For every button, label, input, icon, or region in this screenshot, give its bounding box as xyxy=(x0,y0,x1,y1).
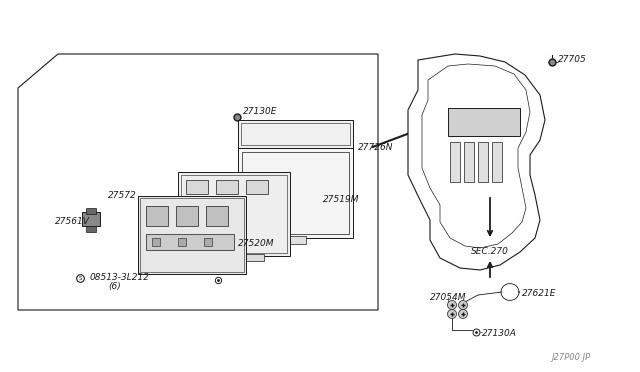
Bar xyxy=(178,238,186,246)
Bar xyxy=(246,254,264,261)
Bar xyxy=(278,236,306,244)
Bar xyxy=(152,238,160,246)
Text: 27130E: 27130E xyxy=(243,108,278,116)
Text: 27054M: 27054M xyxy=(430,292,467,301)
Bar xyxy=(216,180,238,194)
Bar xyxy=(448,108,520,136)
Bar xyxy=(138,196,246,274)
Bar xyxy=(246,198,266,212)
Text: 08513-3L212: 08513-3L212 xyxy=(90,273,150,282)
Bar xyxy=(492,142,502,182)
Bar xyxy=(246,178,266,192)
Bar xyxy=(464,142,474,182)
Bar xyxy=(140,198,244,272)
Bar xyxy=(178,172,290,256)
Text: 27519M: 27519M xyxy=(323,196,360,205)
Bar xyxy=(198,254,216,261)
Bar xyxy=(186,180,208,194)
Text: 27130A: 27130A xyxy=(482,328,517,337)
Bar xyxy=(181,175,287,253)
Bar xyxy=(204,238,212,246)
Text: 27520M: 27520M xyxy=(238,238,275,247)
Circle shape xyxy=(447,301,456,310)
Text: (6): (6) xyxy=(108,282,121,291)
Bar xyxy=(82,212,100,226)
Text: 27561V: 27561V xyxy=(55,218,90,227)
Text: SEC.270: SEC.270 xyxy=(471,247,509,256)
Bar xyxy=(478,142,488,182)
Bar xyxy=(241,123,350,145)
Bar xyxy=(86,208,96,214)
Bar xyxy=(450,142,460,182)
Bar xyxy=(206,206,228,226)
Text: 27705: 27705 xyxy=(558,55,587,64)
Text: 27726N: 27726N xyxy=(358,144,394,153)
Circle shape xyxy=(447,310,456,318)
Circle shape xyxy=(458,310,467,318)
Bar xyxy=(146,206,168,226)
Polygon shape xyxy=(408,54,545,270)
Text: 27572: 27572 xyxy=(108,190,137,199)
Bar xyxy=(242,152,349,234)
Text: S: S xyxy=(78,276,82,280)
Bar xyxy=(176,206,198,226)
Text: 27621E: 27621E xyxy=(522,289,557,298)
Bar xyxy=(238,120,353,148)
Bar xyxy=(246,180,268,194)
Polygon shape xyxy=(18,54,378,310)
Bar xyxy=(238,148,353,238)
Text: J27P00 JP: J27P00 JP xyxy=(551,353,590,362)
Bar xyxy=(146,234,234,250)
Circle shape xyxy=(458,301,467,310)
Bar xyxy=(86,226,96,232)
